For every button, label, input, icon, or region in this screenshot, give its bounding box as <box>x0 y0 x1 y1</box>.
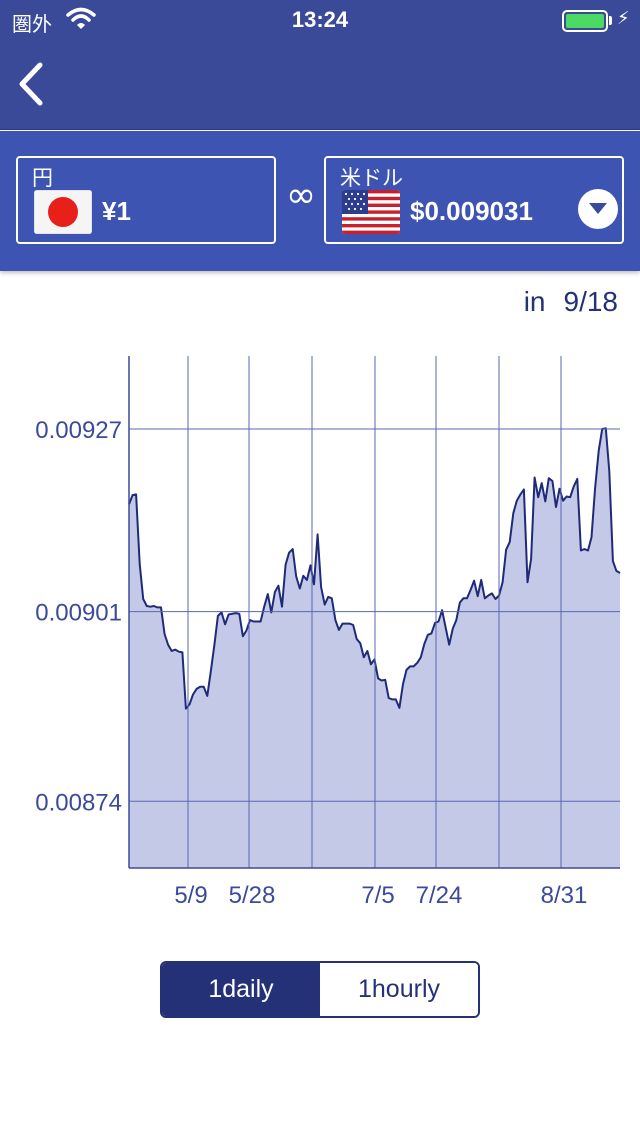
status-bar: 圏外 13:24 ⚡ <box>0 0 640 40</box>
x-tick-label-0: 5/9 <box>174 882 207 909</box>
chevron-down-icon <box>589 203 607 214</box>
x-tick-label-3: 7/24 <box>416 882 463 909</box>
hourly-segment-button[interactable]: 1hourly <box>320 963 478 1016</box>
converter-panel: 円 ¥1 ∞ 米ドル $0.009031 <box>0 131 640 271</box>
to-currency-name: 米ドル <box>340 166 403 190</box>
battery-icon <box>562 10 608 32</box>
x-tick-label-1: 5/28 <box>229 882 276 909</box>
rate-history-chart: 0.00927 0.00901 0.00874 5/9 5/28 7/5 7/24 8/31 <box>35 356 621 909</box>
carrier-label: 圏外 <box>12 12 52 36</box>
daily-segment-button[interactable]: 1daily <box>162 963 320 1016</box>
from-currency-box[interactable]: 円 ¥1 <box>16 156 276 244</box>
y-tick-label-2: 0.00874 <box>35 789 122 816</box>
from-currency-name: 円 <box>32 166 53 190</box>
rate-date: in 9/18 <box>524 286 618 318</box>
x-tick-label-2: 7/5 <box>361 882 394 909</box>
wifi-icon <box>66 7 96 29</box>
usa-flag-icon <box>342 190 400 234</box>
from-amount: ¥1 <box>102 196 131 226</box>
y-tick-label-1: 0.00901 <box>35 600 122 627</box>
y-tick-label-0: 0.00927 <box>35 417 122 444</box>
x-tick-label-4: 8/31 <box>541 882 588 909</box>
charging-icon: ⚡ <box>617 8 630 28</box>
date-value: 9/18 <box>563 286 619 317</box>
series-area <box>129 428 620 868</box>
japan-flag-icon <box>34 190 92 234</box>
to-currency-box[interactable]: 米ドル $0.009031 <box>324 156 624 244</box>
interval-segmented-control: 1daily 1hourly <box>160 961 480 1018</box>
nav-bar <box>0 40 640 130</box>
to-amount: $0.009031 <box>410 196 533 226</box>
date-prefix: in <box>523 286 546 317</box>
back-chevron-icon[interactable] <box>12 58 56 110</box>
currency-dropdown-button[interactable] <box>578 189 618 229</box>
link-infinity-icon: ∞ <box>286 175 316 216</box>
status-time: 13:24 <box>291 7 349 32</box>
battery-tip <box>609 16 612 25</box>
